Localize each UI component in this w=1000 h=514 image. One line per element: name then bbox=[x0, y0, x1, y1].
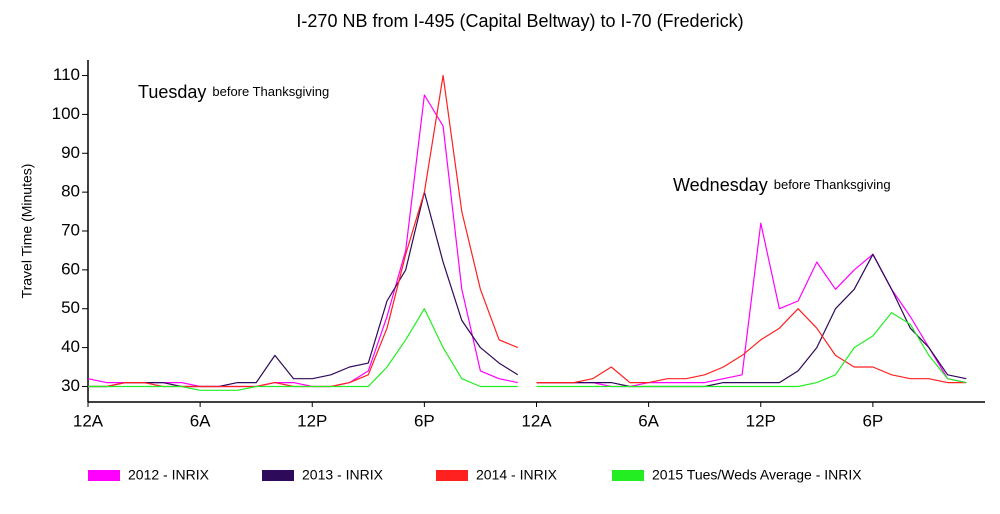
x-tick-label: 6P bbox=[862, 411, 883, 430]
series-line bbox=[88, 308, 967, 391]
x-tick-label: 6A bbox=[638, 411, 659, 430]
y-tick-label: 100 bbox=[52, 104, 80, 123]
x-tick-label: 12P bbox=[746, 411, 776, 430]
y-tick-label: 70 bbox=[61, 220, 80, 239]
legend-swatch bbox=[436, 470, 468, 481]
y-tick-label: 30 bbox=[61, 376, 80, 395]
legend-label: 2013 - INRIX bbox=[302, 467, 384, 483]
series-line bbox=[88, 191, 967, 388]
annotation-label: Tuesday bbox=[138, 82, 206, 102]
annotation: Tuesday before Thanksgiving bbox=[138, 82, 329, 102]
y-tick-label: 90 bbox=[61, 143, 80, 162]
legend-label: 2014 - INRIX bbox=[476, 467, 558, 483]
series-line bbox=[88, 74, 967, 388]
x-tick-label: 6A bbox=[190, 411, 211, 430]
legend-swatch bbox=[88, 470, 120, 481]
y-tick-label: 60 bbox=[61, 259, 80, 278]
y-tick-label: 80 bbox=[61, 182, 80, 201]
y-tick-label: 40 bbox=[61, 337, 80, 356]
legend-label: 2015 Tues/Weds Average - INRIX bbox=[652, 467, 862, 483]
x-tick-label: 12P bbox=[297, 411, 327, 430]
y-axis-title: Travel Time (Minutes) bbox=[19, 164, 35, 299]
legend-label: 2012 - INRIX bbox=[128, 467, 210, 483]
x-tick-label: 12A bbox=[73, 411, 104, 430]
annotation: Wednesday before Thanksgiving bbox=[673, 175, 891, 195]
chart-title: I-270 NB from I-495 (Capital Beltway) to… bbox=[296, 11, 743, 31]
x-tick-label: 6P bbox=[414, 411, 435, 430]
legend-swatch bbox=[612, 470, 644, 481]
legend-swatch bbox=[262, 470, 294, 481]
x-tick-label: 12A bbox=[521, 411, 552, 430]
annotation-note: before Thanksgiving bbox=[774, 177, 891, 192]
y-tick-label: 110 bbox=[53, 65, 80, 84]
y-tick-label: 50 bbox=[61, 298, 80, 317]
annotation-note: before Thanksgiving bbox=[212, 84, 329, 99]
annotation-label: Wednesday bbox=[673, 175, 768, 195]
series-line bbox=[87, 94, 967, 388]
